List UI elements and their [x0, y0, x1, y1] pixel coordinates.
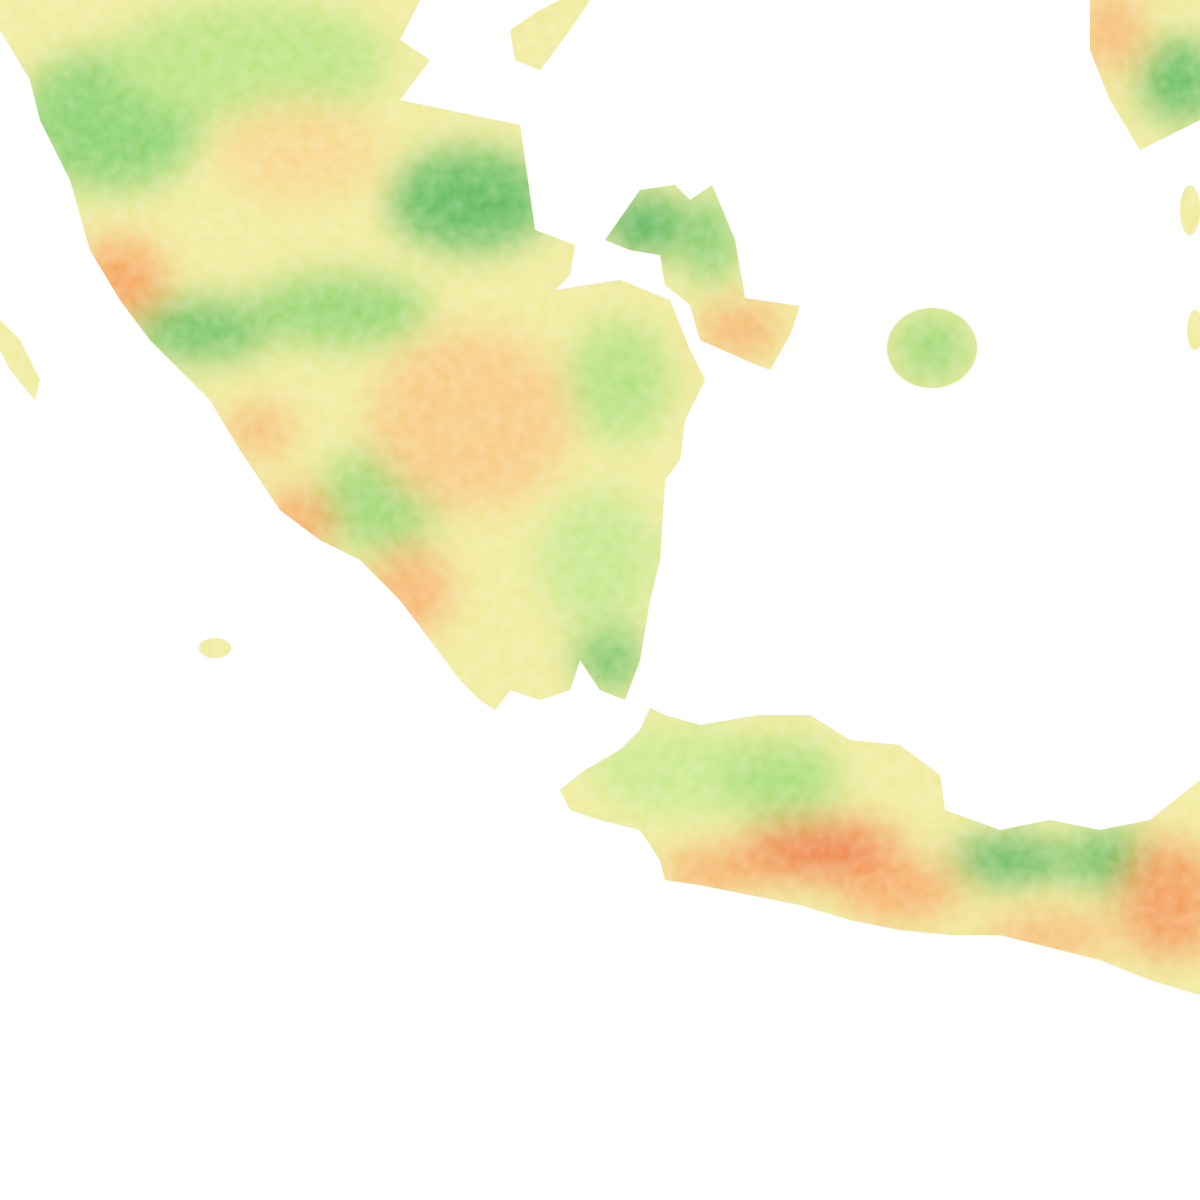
map-canvas[interactable]	[0, 0, 1200, 1200]
land-raster	[0, 0, 1200, 995]
